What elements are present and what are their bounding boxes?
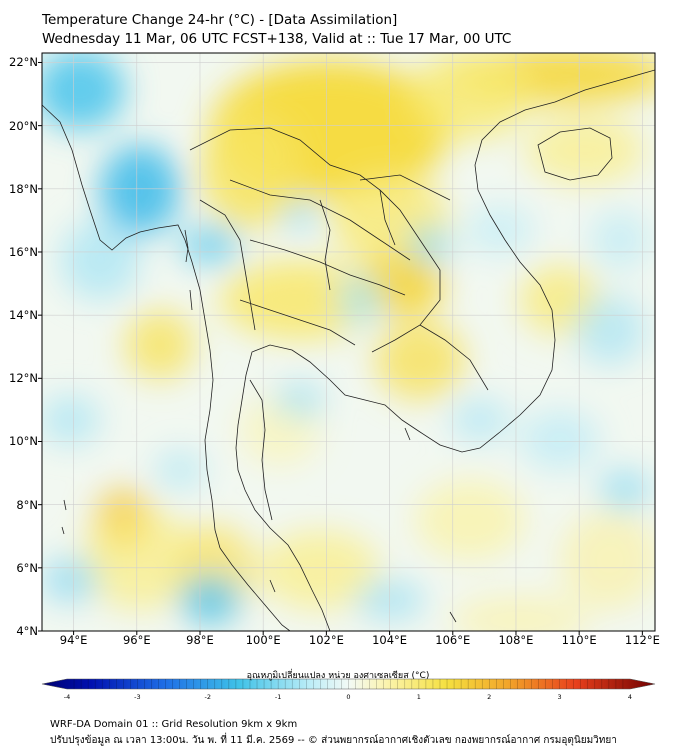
map-frame xyxy=(41,52,656,632)
lon-label: 100°E xyxy=(245,633,281,647)
colorbar-tick-label: -1 xyxy=(274,693,282,701)
colorbar-tick-label: 0 xyxy=(346,693,351,701)
lon-label: 110°E xyxy=(561,633,597,647)
lon-label: 94°E xyxy=(59,633,88,647)
lat-label: 10°N xyxy=(9,434,38,449)
colorbar-tick-label: 4 xyxy=(627,693,633,701)
temperature-field xyxy=(42,53,655,631)
islands xyxy=(61,229,457,623)
coastlines xyxy=(42,69,655,631)
lon-label: 96°E xyxy=(122,633,151,647)
lat-label: 6°N xyxy=(16,560,38,575)
lat-label: 12°N xyxy=(9,371,38,386)
colorbar-tick-label: 3 xyxy=(557,693,562,701)
colorbar-segments xyxy=(73,679,624,689)
lon-label: 106°E xyxy=(435,633,471,647)
lat-label: 18°N xyxy=(9,181,38,196)
chart-title: Temperature Change 24-hr (°C) - [Data As… xyxy=(42,12,398,28)
colorbar xyxy=(41,678,656,690)
lat-label: 20°N xyxy=(9,118,38,133)
colorbar-tick-label: -3 xyxy=(134,693,141,701)
colorbar-tick-label: 2 xyxy=(487,693,492,701)
colorbar-tick-label: -4 xyxy=(63,693,71,701)
colorbar-tick-label: -2 xyxy=(204,693,211,701)
lat-label: 16°N xyxy=(9,244,38,259)
lon-label: 108°E xyxy=(498,633,534,647)
lon-label: 112°E xyxy=(624,633,660,647)
axis-ticks xyxy=(38,61,643,635)
lon-label: 104°E xyxy=(372,633,408,647)
lat-label: 4°N xyxy=(16,624,38,638)
lat-label: 8°N xyxy=(16,497,38,512)
colorbar-title: อุณหภูมิเปลี่ยนแปลง หน่วย องศาเซลเซียส (… xyxy=(246,671,430,681)
colorbar-tick-label: 1 xyxy=(416,693,421,701)
lat-label: 22°N xyxy=(9,55,38,70)
lat-label: 14°N xyxy=(9,308,38,323)
lon-label: 102°E xyxy=(308,633,344,647)
lon-label: 98°E xyxy=(186,633,214,647)
footer-credit: ปรับปรุงข้อมูล ณ เวลา 13:00น. วัน พ. ที่… xyxy=(50,735,617,746)
footer-model-info: WRF-DA Domain 01 :: Grid Resolution 9km … xyxy=(50,719,298,730)
chart-subtitle: Wednesday 11 Mar, 06 UTC FCST+138, Valid… xyxy=(42,31,512,47)
